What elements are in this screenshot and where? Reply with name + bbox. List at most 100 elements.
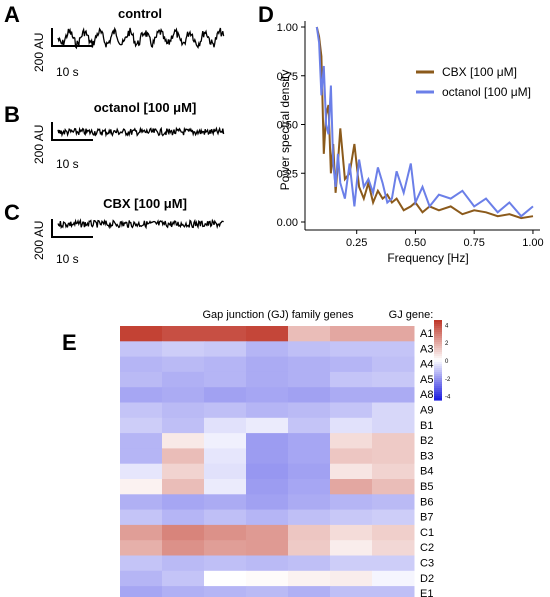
heatmap-cell: [120, 356, 163, 373]
heatmap-scale-step: [434, 372, 442, 375]
heatmap-cell: [288, 570, 331, 587]
heatmap-cell: [120, 586, 163, 597]
heatmap-cell: [204, 387, 247, 403]
heatmap-cell: [120, 371, 163, 388]
heatmap-cell: [246, 326, 289, 342]
heatmap-cell: [372, 356, 415, 373]
trace-title-control: control: [117, 6, 163, 21]
heatmap-row-label: B6: [420, 496, 433, 508]
heatmap-cell: [330, 417, 373, 434]
psd-x-axis-label: Frequency [Hz]: [387, 251, 468, 265]
heatmap-scale-step: [434, 390, 442, 393]
psd-y-axis-label: Power spectral density: [278, 70, 292, 191]
heatmap-scale-step: [434, 324, 442, 327]
heatmap-cell: [372, 463, 415, 480]
heatmap-cell: [120, 326, 163, 342]
heatmap-scale-step: [434, 392, 442, 395]
psd-legend: CBX [100 μM] octanol [100 μM]: [416, 65, 531, 99]
heatmap-row-label: C2: [420, 542, 434, 554]
heatmap-cell: [372, 326, 415, 342]
legend-label-cbx: CBX [100 μM]: [442, 65, 517, 79]
heatmap-cell: [120, 524, 163, 541]
heatmap-scale-step: [434, 330, 442, 333]
heatmap-scale-step: [434, 334, 442, 337]
heatmap-cell: [162, 326, 205, 342]
heatmap-cell: [330, 479, 373, 495]
heatmap-cell: [330, 448, 373, 465]
heatmap-cell: [288, 371, 331, 388]
heatmap-cell: [288, 356, 331, 373]
heatmap-scale-step: [434, 364, 442, 367]
heatmap-cell: [204, 555, 247, 572]
trace-octanol: [57, 126, 225, 138]
heatmap-cell: [120, 387, 163, 403]
heatmap-cell: [288, 387, 331, 403]
heatmap-scale-step: [434, 356, 442, 359]
heatmap-cell: [330, 540, 373, 556]
heatmap-scale-step: [434, 350, 442, 353]
heatmap-scale-step: [434, 378, 442, 381]
heatmap-scale-step: [434, 320, 442, 323]
heatmap-cell: [288, 433, 331, 449]
heatmap-scale-step: [434, 322, 442, 325]
heatmap-cell: [162, 448, 205, 465]
scalebar-a: [51, 28, 93, 47]
heatmap-cell: [246, 524, 289, 541]
heatmap-cell: [372, 570, 415, 587]
heatmap-cell: [204, 448, 247, 465]
heatmap-cell: [162, 586, 205, 597]
heatmap-cell: [162, 509, 205, 526]
heatmap-scale-step: [434, 368, 442, 371]
trace-title-cbx: CBX [100 μM]: [103, 196, 187, 211]
heatmap-cell: [162, 463, 205, 480]
scalebar-c: [51, 219, 93, 238]
panel-label-e: E: [62, 330, 77, 355]
heatmap-scale-step: [434, 370, 442, 373]
heatmap-scale-step: [434, 380, 442, 383]
heatmap-cell: [162, 524, 205, 541]
heatmap-cell: [288, 509, 331, 526]
heatmap-cell: [246, 586, 289, 597]
heatmap-cell: [288, 494, 331, 511]
psd-x-tick-label: 0.50: [405, 237, 426, 249]
heatmap-row-label: E1: [420, 588, 433, 597]
heatmap-cell: [246, 540, 289, 556]
heatmap-cell: [204, 509, 247, 526]
heatmap-cell: [162, 540, 205, 556]
heatmap-cell: [204, 341, 247, 358]
heatmap-scale-step: [434, 358, 442, 361]
heatmap-cell: [204, 463, 247, 480]
heatmap-scale-label: 0: [445, 359, 449, 365]
heatmap-cell: [120, 417, 163, 434]
heatmap-scale-label: -2: [445, 377, 451, 383]
heatmap-cell: [204, 540, 247, 556]
heatmap-cell: [288, 463, 331, 480]
heatmap-cell: [330, 371, 373, 388]
heatmap-row-label: B1: [420, 420, 433, 432]
heatmap-cell: [372, 433, 415, 449]
heatmap-cell: [330, 524, 373, 541]
heatmap-cell: [372, 402, 415, 419]
heatmap-cell: [288, 448, 331, 465]
heatmap-cell: [204, 417, 247, 434]
heatmap-cell: [288, 540, 331, 556]
heatmap-cell: [204, 494, 247, 511]
heatmap-cell: [120, 341, 163, 358]
heatmap-scale-step: [434, 336, 442, 339]
heatmap-scale-step: [434, 398, 442, 401]
heatmap-cell: [372, 586, 415, 597]
heatmap-cell: [372, 371, 415, 388]
heatmap-scale-step: [434, 362, 442, 365]
heatmap-row-label: B4: [420, 466, 433, 478]
heatmap-cell: [288, 326, 331, 342]
heatmap-cell: [246, 402, 289, 419]
heatmap-cell: [372, 387, 415, 403]
heatmap-scale-step: [434, 354, 442, 357]
legend-label-octanol: octanol [100 μM]: [442, 85, 531, 99]
heatmap-scale-step: [434, 328, 442, 331]
heatmap-cell: [330, 463, 373, 480]
heatmap-cell: [246, 356, 289, 373]
heatmap-cell: [246, 448, 289, 465]
heatmap-cell: [120, 479, 163, 495]
heatmap-cell: [372, 417, 415, 434]
